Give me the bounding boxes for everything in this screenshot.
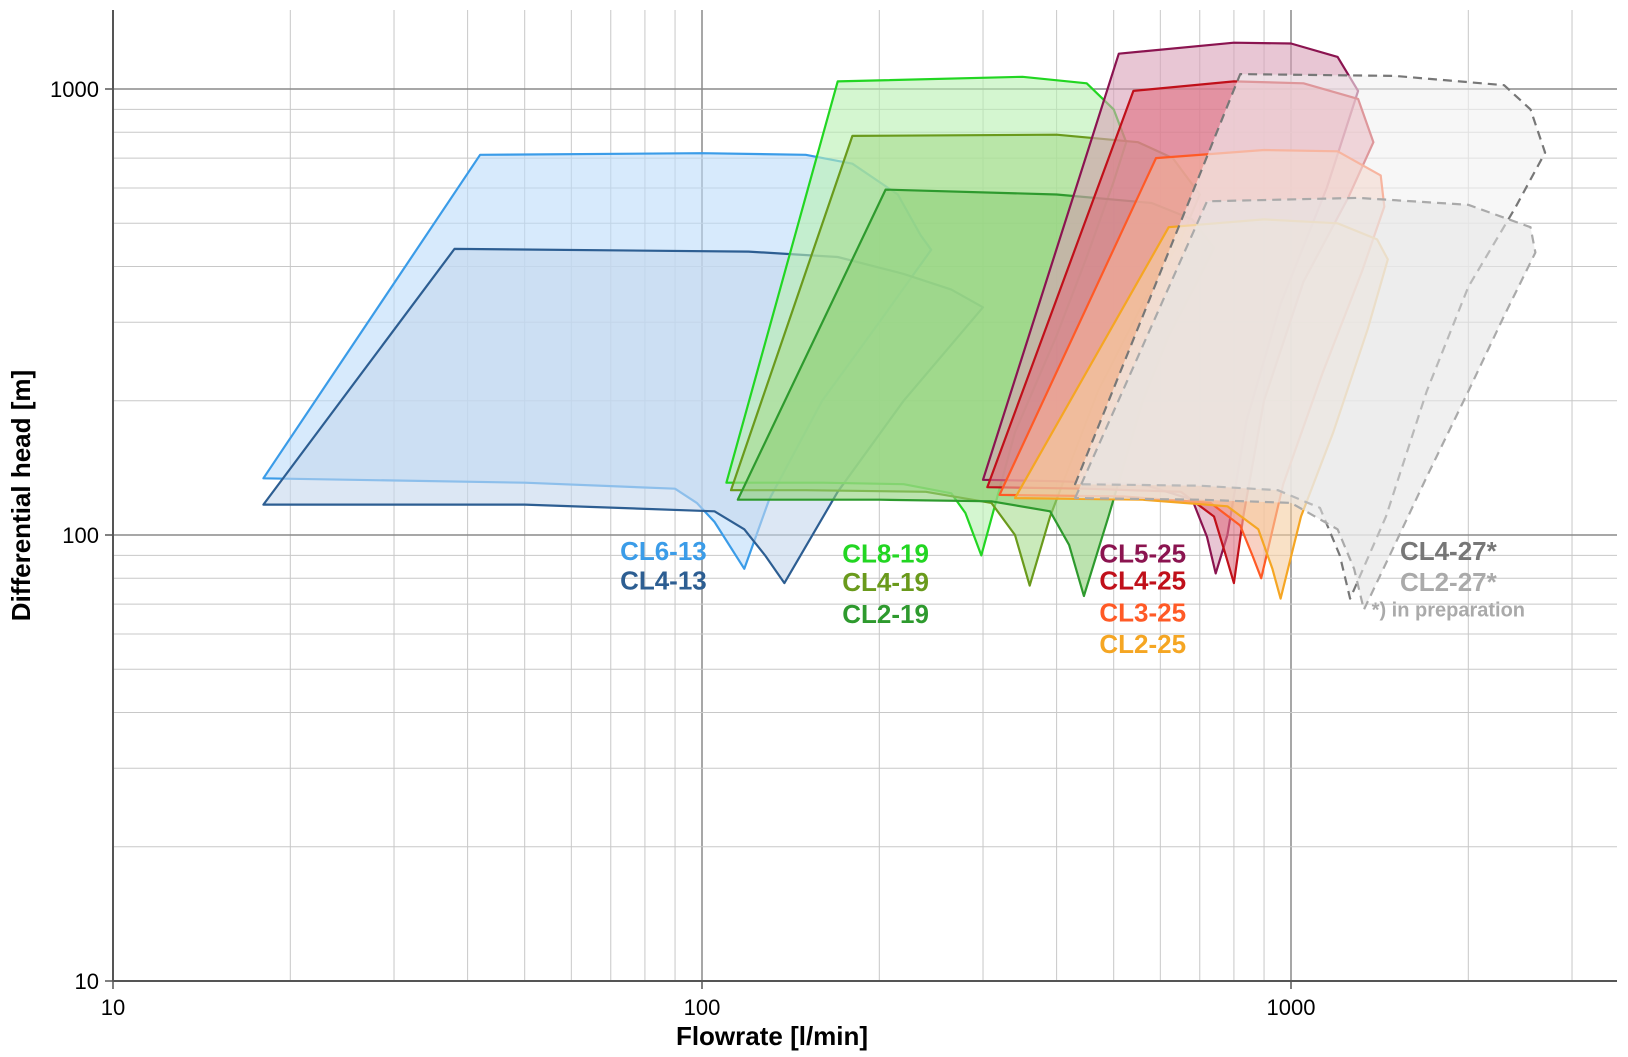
series-label-cl6-13: CL6-13 [620,536,707,566]
x-axis-title: Flowrate [l/min] [676,1021,868,1051]
x-tick-label: 100 [684,995,721,1020]
in-preparation-note: *) in preparation [1372,600,1525,622]
series-label-cl5-25: CL5-25 [1099,538,1186,568]
y-tick-label: 100 [62,523,99,548]
series-label-cl2-19: CL2-19 [842,599,929,629]
series-label-cl4-25: CL4-25 [1099,566,1186,596]
series-label-cl2-25: CL2-25 [1099,629,1186,659]
y-tick-label: 10 [75,969,99,994]
series-area-cl2-27- [1073,196,1537,611]
y-axis-title: Differential head [m] [6,370,36,621]
series-label-cl3-25: CL3-25 [1099,598,1186,628]
series-label-cl4-13: CL4-13 [620,566,707,596]
x-tick-label: 1000 [1267,995,1316,1020]
chart-axes: 10 100 1000 10 100 1000 [50,10,1617,1020]
series-label-cl4-27-: CL4-27* [1400,536,1498,566]
series-label-cl4-19: CL4-19 [842,567,929,597]
y-tick-label: 1000 [50,77,99,102]
chart-labels: CL6-13CL4-13CL8-19CL4-19CL2-19CL5-25CL4-… [620,536,1498,659]
series-label-cl2-27-: CL2-27* [1400,567,1498,597]
x-tick-label: 10 [101,995,125,1020]
series-label-cl8-19: CL8-19 [842,538,929,568]
chart-areas [262,41,1547,611]
